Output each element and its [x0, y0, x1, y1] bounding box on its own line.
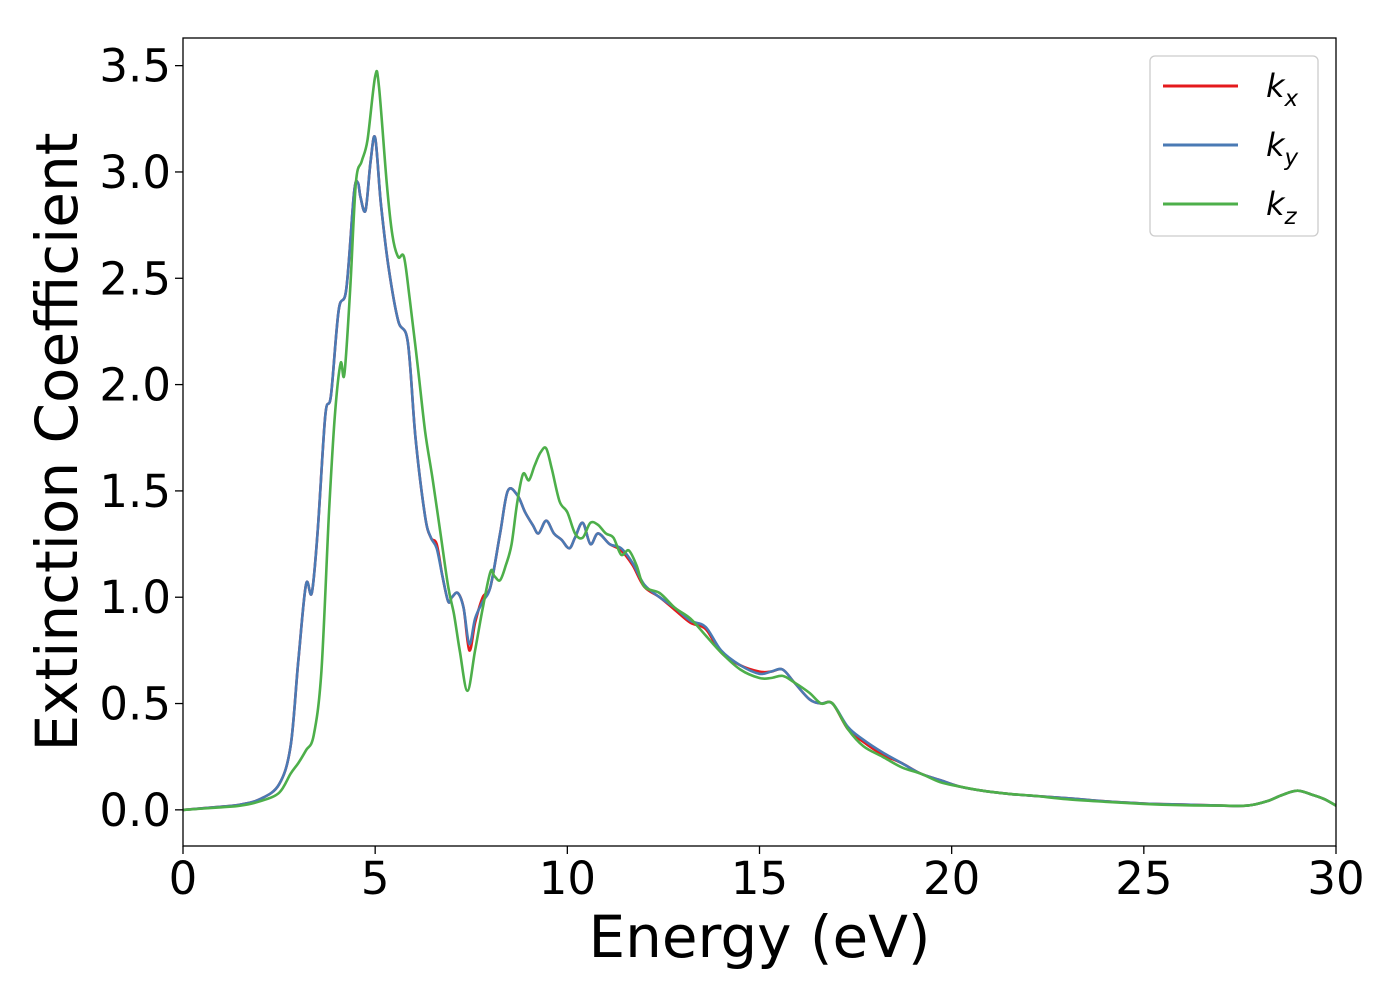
- x-tick-label: 20: [923, 852, 980, 905]
- x-tick-label: 30: [1307, 852, 1364, 905]
- y-tick-label: 3.0: [99, 146, 171, 199]
- x-axis-ticks: 0 5 10 15 20 25 30: [169, 846, 1365, 905]
- plot-area: [182, 37, 1337, 847]
- legend: kx ky kz: [1149, 55, 1319, 237]
- y-tick-label: 2.5: [99, 252, 171, 305]
- x-tick-label: 15: [731, 852, 788, 905]
- x-tick-label: 10: [539, 852, 596, 905]
- legend-label-z: kz: [1266, 185, 1298, 230]
- x-axis-label: Energy (eV): [588, 903, 930, 971]
- x-tick-label: 5: [361, 852, 390, 905]
- y-axis-label: Extinction Coefficient: [23, 133, 91, 752]
- y-tick-label: 0.5: [99, 678, 171, 731]
- legend-label-x: kx: [1266, 67, 1299, 112]
- x-tick-label: 0: [169, 852, 198, 905]
- y-tick-label: 1.0: [99, 571, 171, 624]
- series-line-z: [182, 69, 1337, 812]
- y-tick-label: 2.0: [99, 359, 171, 412]
- x-tick-label: 25: [1115, 852, 1172, 905]
- series-lines: [182, 69, 1337, 812]
- legend-label-y: ky: [1266, 126, 1299, 171]
- y-tick-label: 3.5: [99, 40, 171, 93]
- y-axis-ticks: 0.0 0.5 1.0 1.5 2.0 2.5 3.0 3.5: [99, 40, 183, 837]
- y-tick-label: 0.0: [99, 784, 171, 837]
- y-tick-label: 1.5: [99, 465, 171, 518]
